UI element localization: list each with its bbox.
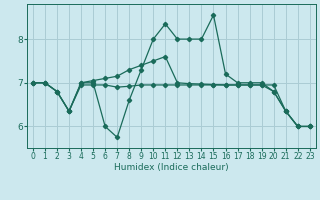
X-axis label: Humidex (Indice chaleur): Humidex (Indice chaleur) xyxy=(114,163,229,172)
